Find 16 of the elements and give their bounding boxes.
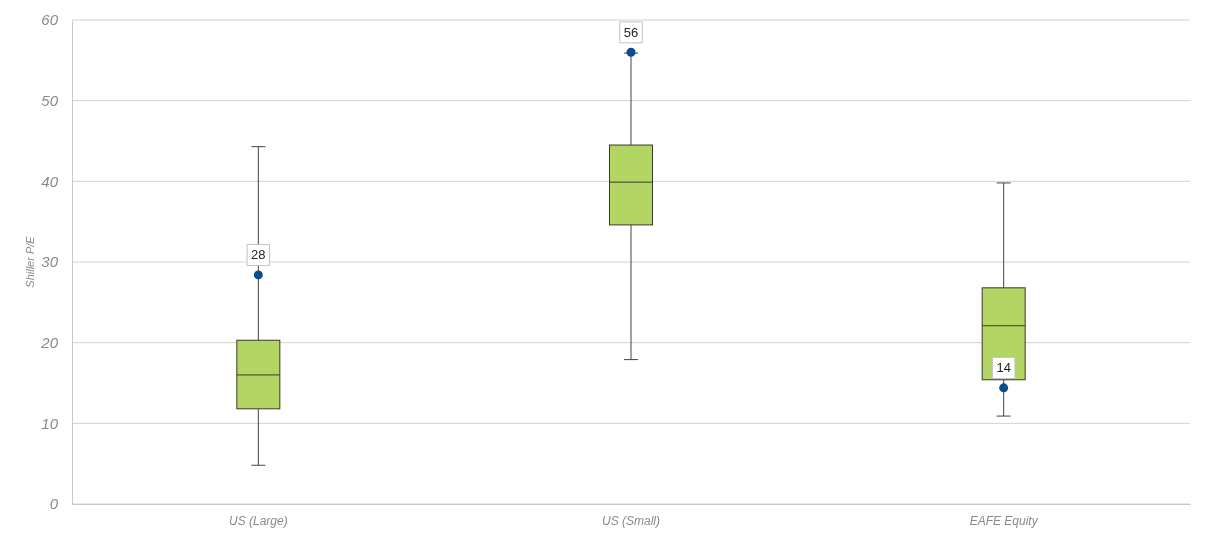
x-tick-label: EAFE Equity [969, 513, 1039, 528]
point [253, 270, 263, 280]
y-tick-label: 20 [40, 333, 59, 351]
y-tick-label: 30 [41, 253, 59, 271]
y-tick-label: 10 [41, 414, 59, 432]
y-axis-title: Shiller P/E [24, 235, 36, 288]
data-label: 14 [996, 360, 1011, 376]
point [626, 47, 636, 57]
y-tick-label: 50 [41, 91, 59, 109]
y-tick-label: 60 [41, 11, 59, 29]
y-tick-label: 0 [49, 495, 59, 513]
x-tick-label: US (Large) [228, 513, 288, 528]
point [999, 383, 1009, 393]
x-tick-label: US (Small) [601, 513, 661, 528]
data-label: 28 [251, 247, 266, 263]
y-tick-label: 40 [41, 172, 59, 190]
